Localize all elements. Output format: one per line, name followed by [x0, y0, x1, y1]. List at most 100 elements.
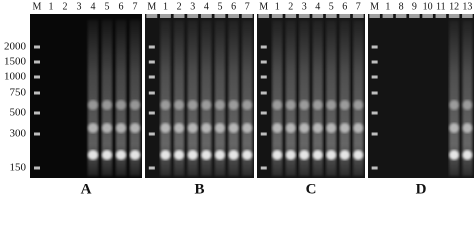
- dna-band: [173, 123, 185, 133]
- ladder-band: [260, 111, 267, 115]
- well: [325, 14, 337, 18]
- well: [298, 14, 310, 18]
- dna-band: [326, 150, 337, 160]
- dna-smear: [339, 20, 350, 176]
- lane-label: 2: [288, 1, 293, 12]
- well: [214, 14, 226, 18]
- dna-band: [173, 100, 185, 110]
- lane-label: 3: [302, 1, 307, 12]
- lane-label: 1: [163, 1, 168, 12]
- dna-smear: [462, 20, 473, 176]
- dna-band: [201, 123, 212, 133]
- well: [271, 14, 283, 18]
- dna-smear: [353, 20, 364, 176]
- dna-smear: [312, 20, 323, 176]
- lane-label: 7: [356, 1, 361, 12]
- lane-label: 5: [105, 1, 110, 12]
- well: [146, 14, 158, 18]
- lane-label: 5: [217, 1, 222, 12]
- dna-band: [242, 100, 253, 110]
- lane-label: 1: [49, 1, 54, 12]
- size-label: 2000: [4, 41, 27, 53]
- dna-band: [228, 150, 239, 160]
- dna-band: [101, 123, 113, 133]
- size-label: 150: [10, 162, 27, 174]
- dna-band: [173, 150, 185, 160]
- ladder-band: [34, 75, 40, 79]
- panel-letter: C: [306, 181, 317, 197]
- ladder-band: [148, 132, 155, 136]
- well: [435, 14, 447, 18]
- ladder-band: [371, 45, 378, 49]
- dna-band: [228, 123, 239, 133]
- lane-label: M: [370, 1, 379, 12]
- dna-band: [160, 123, 171, 133]
- dna-band: [312, 123, 323, 133]
- well: [159, 14, 171, 18]
- well: [258, 14, 270, 18]
- lane-label: 11: [436, 1, 446, 12]
- dna-band: [201, 150, 212, 160]
- dna-smear: [187, 20, 198, 176]
- lane-label: 2: [177, 1, 182, 12]
- ladder-band: [148, 91, 155, 95]
- lane-label: 6: [231, 1, 236, 12]
- dna-band: [160, 100, 171, 110]
- lane-label: 4: [91, 1, 96, 12]
- dna-band: [285, 123, 296, 133]
- ladder-band: [371, 60, 378, 64]
- dna-band: [353, 123, 364, 133]
- ladder-band: [260, 45, 267, 49]
- ladder-band: [148, 45, 155, 49]
- dna-band: [160, 150, 171, 160]
- dna-smear: [115, 20, 127, 176]
- dna-band: [326, 100, 337, 110]
- dna-band: [187, 123, 198, 133]
- well: [352, 14, 364, 18]
- lane-label: M: [259, 1, 268, 12]
- size-label: 500: [10, 107, 27, 119]
- dna-band: [285, 100, 296, 110]
- dna-band: [272, 123, 283, 133]
- dna-band: [129, 100, 141, 110]
- dna-band: [326, 123, 337, 133]
- dna-smear: [285, 20, 296, 176]
- well: [395, 14, 407, 18]
- well: [173, 14, 185, 18]
- well: [285, 14, 297, 18]
- lane-label: 13: [462, 1, 472, 12]
- lane-label: 3: [77, 1, 82, 12]
- ladder-band: [148, 111, 155, 115]
- panel-letter: A: [81, 181, 92, 197]
- dna-band: [462, 100, 473, 110]
- lane-label: M: [33, 1, 42, 12]
- panel-letter: B: [194, 181, 204, 197]
- dna-smear: [299, 20, 310, 176]
- lane-label: 3: [190, 1, 195, 12]
- ladder-band: [34, 91, 40, 95]
- size-label: 1500: [4, 56, 27, 68]
- ladder-band: [34, 111, 40, 115]
- ladder-band: [148, 166, 155, 170]
- dna-band: [214, 150, 226, 160]
- size-label: 300: [10, 128, 27, 140]
- dna-band: [272, 100, 283, 110]
- panel-letter: D: [416, 181, 427, 197]
- dna-band: [353, 150, 364, 160]
- dna-band: [242, 123, 253, 133]
- dna-band: [353, 100, 364, 110]
- dna-band: [462, 150, 473, 160]
- lane-label: 1: [275, 1, 280, 12]
- dna-band: [339, 150, 350, 160]
- ladder-band: [260, 91, 267, 95]
- dna-smear: [101, 20, 113, 176]
- lane-label: 7: [245, 1, 250, 12]
- well: [339, 14, 351, 18]
- dna-smear: [272, 20, 283, 176]
- dna-band: [449, 150, 460, 160]
- dna-smear: [87, 20, 99, 176]
- lane-label: 5: [329, 1, 334, 12]
- well: [369, 14, 380, 18]
- dna-band: [449, 100, 460, 110]
